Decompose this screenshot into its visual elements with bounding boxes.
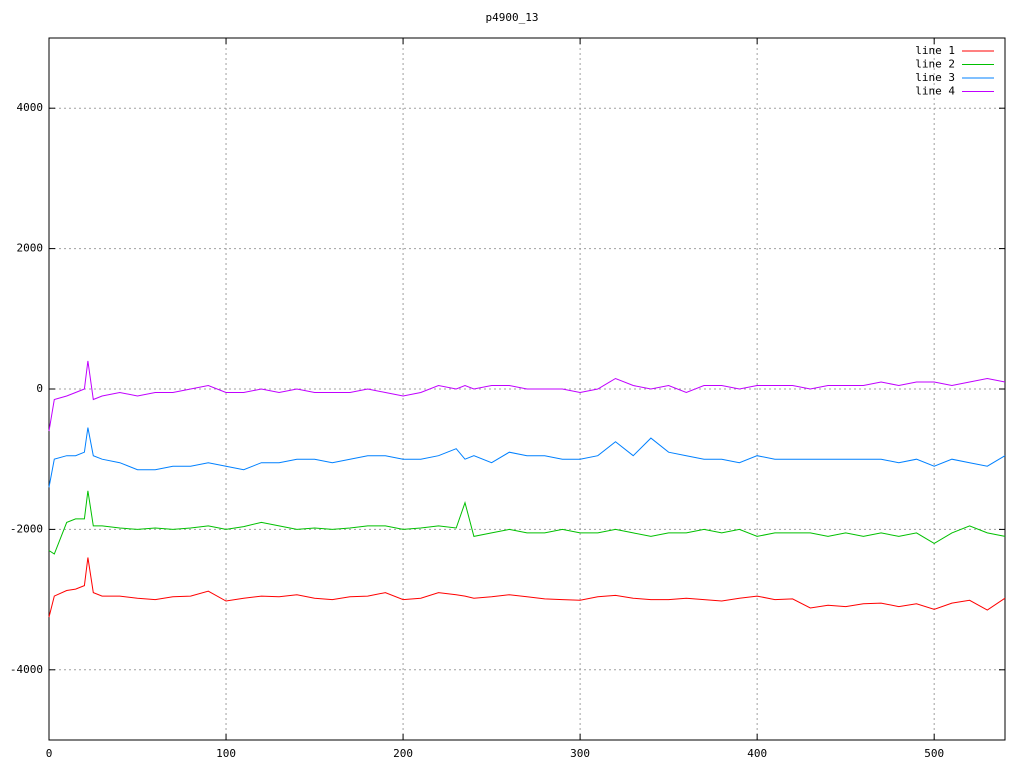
data-line <box>48 490 1006 555</box>
legend-label: line 3 <box>915 71 955 84</box>
data-line <box>48 427 1006 488</box>
y-tick-label: 4000 <box>17 101 44 114</box>
y-tick-label: 2000 <box>17 242 44 255</box>
legend-label: line 1 <box>915 44 955 57</box>
x-tick-label: 200 <box>393 747 413 760</box>
y-tick-label: -4000 <box>10 663 43 676</box>
data-line <box>48 557 1006 618</box>
chart-title: p4900_13 <box>486 11 539 24</box>
plot-frame <box>48 37 1006 741</box>
x-tick-label: 100 <box>216 747 236 760</box>
y-tick-label: -2000 <box>10 522 43 535</box>
x-tick-label: 500 <box>924 747 944 760</box>
legend-label: line 2 <box>915 58 955 71</box>
legend-label: line 4 <box>915 85 955 98</box>
x-tick-label: 400 <box>747 747 767 760</box>
x-tick-label: 0 <box>46 747 53 760</box>
y-tick-label: 0 <box>36 382 43 395</box>
data-line <box>48 360 1006 432</box>
x-tick-label: 300 <box>570 747 590 760</box>
